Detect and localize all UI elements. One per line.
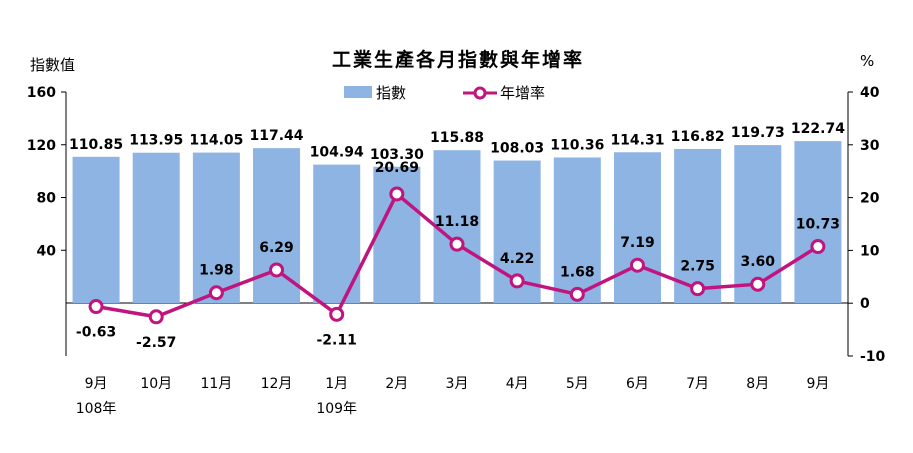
yoy-point	[148, 309, 164, 325]
x-tick-label: 10月	[140, 376, 172, 392]
yoy-point	[329, 306, 345, 322]
x-tick-label: 1月	[325, 376, 348, 392]
bar-value-label: 110.85	[69, 137, 123, 153]
bar-value-label: 117.44	[250, 128, 304, 144]
line-value-label: 11.18	[435, 214, 479, 230]
line-value-label: 20.69	[375, 160, 419, 176]
labels-group: 110.85 113.95 114.05 117.44 104.94 103.30 115.…	[69, 121, 845, 351]
line-value-label: 7.19	[620, 235, 655, 251]
legend: 指數 年增率	[344, 84, 545, 102]
x-tick-label: 9月	[806, 376, 829, 392]
x-tick-label: 8月	[746, 376, 769, 392]
x-tick-label: 2月	[385, 376, 408, 392]
legend-line-label: 年增率	[500, 84, 545, 102]
yoy-point	[750, 276, 766, 292]
yoy-point	[208, 285, 224, 301]
bar	[553, 157, 601, 303]
line-group	[88, 186, 826, 325]
bar	[794, 141, 842, 303]
right-tick-label: 0	[860, 296, 870, 312]
right-axis-label: %	[860, 52, 874, 70]
chart-title: 工業生產各月指數與年增率	[332, 48, 584, 71]
line-value-label: 4.22	[500, 251, 535, 267]
bar-value-label: 108.03	[490, 141, 544, 157]
legend-bar-swatch	[344, 86, 372, 98]
yoy-point	[449, 236, 465, 252]
x-tick-label: 4月	[506, 376, 529, 392]
yoy-point	[269, 262, 285, 278]
left-tick-label: 160	[27, 85, 56, 101]
bar	[132, 152, 180, 303]
bar-value-label: 103.30	[370, 147, 424, 163]
x-tick-label: 3月	[446, 376, 469, 392]
legend-bar-label: 指數	[376, 84, 406, 102]
right-tick-label: 10	[860, 243, 880, 259]
bar	[192, 152, 240, 303]
right-tick-label: 20	[860, 191, 880, 207]
bar	[253, 148, 301, 303]
bar-value-label: 114.05	[189, 133, 243, 149]
bar-value-label: 114.31	[610, 132, 664, 148]
right-tick-label: 40	[860, 85, 880, 101]
yoy-point	[810, 239, 826, 255]
left-axis-label: 指數值	[30, 56, 75, 74]
yoy-point	[629, 257, 645, 273]
line-value-label: 1.68	[560, 264, 595, 280]
right-tick-label: 30	[860, 138, 880, 154]
right-tick-label: -10	[860, 349, 886, 365]
x-year-label: 108年	[76, 401, 117, 417]
yoy-point	[389, 186, 405, 202]
x-tick-label: 6月	[626, 376, 649, 392]
bar-value-label: 116.82	[671, 129, 725, 145]
line-value-label: -0.63	[76, 325, 116, 341]
left-tick-label: 40	[37, 243, 57, 259]
bar	[674, 148, 722, 303]
yoy-point	[690, 281, 706, 297]
line-value-label: 2.75	[680, 259, 715, 275]
x-tick-label: 5月	[566, 376, 589, 392]
x-tick-label: 11月	[200, 376, 232, 392]
bar	[734, 145, 782, 303]
bar	[433, 150, 481, 303]
axes: 160 120 80 40 40 30 20 10 0 -10 9月 10月 11月 12月 1月 2月 3月 4…	[27, 85, 886, 417]
line-value-label: -2.11	[317, 332, 357, 348]
line-value-label: 3.60	[740, 254, 775, 270]
line-value-label: 1.98	[199, 263, 234, 279]
left-tick-label: 120	[27, 138, 56, 154]
yoy-point	[88, 299, 104, 315]
x-tick-label: 12月	[261, 376, 293, 392]
line-value-label: -2.57	[136, 335, 176, 351]
legend-line-marker	[473, 86, 487, 100]
bar	[72, 156, 120, 303]
bar-value-label: 122.74	[791, 121, 845, 137]
bar-value-label: 104.94	[310, 145, 364, 161]
bar	[613, 152, 661, 303]
left-tick-label: 80	[37, 191, 57, 207]
line-value-label: 10.73	[796, 217, 840, 233]
bar-value-label: 113.95	[129, 133, 183, 149]
yoy-point	[569, 286, 585, 302]
bar-value-label: 115.88	[430, 130, 484, 146]
x-year-label: 109年	[316, 401, 357, 417]
bar-value-label: 119.73	[731, 125, 785, 141]
bars-group	[72, 141, 842, 303]
bar-value-label: 110.36	[550, 137, 604, 153]
line-value-label: 6.29	[259, 240, 294, 256]
x-tick-label: 7月	[686, 376, 709, 392]
yoy-point	[509, 273, 525, 289]
x-tick-label: 9月	[85, 376, 108, 392]
